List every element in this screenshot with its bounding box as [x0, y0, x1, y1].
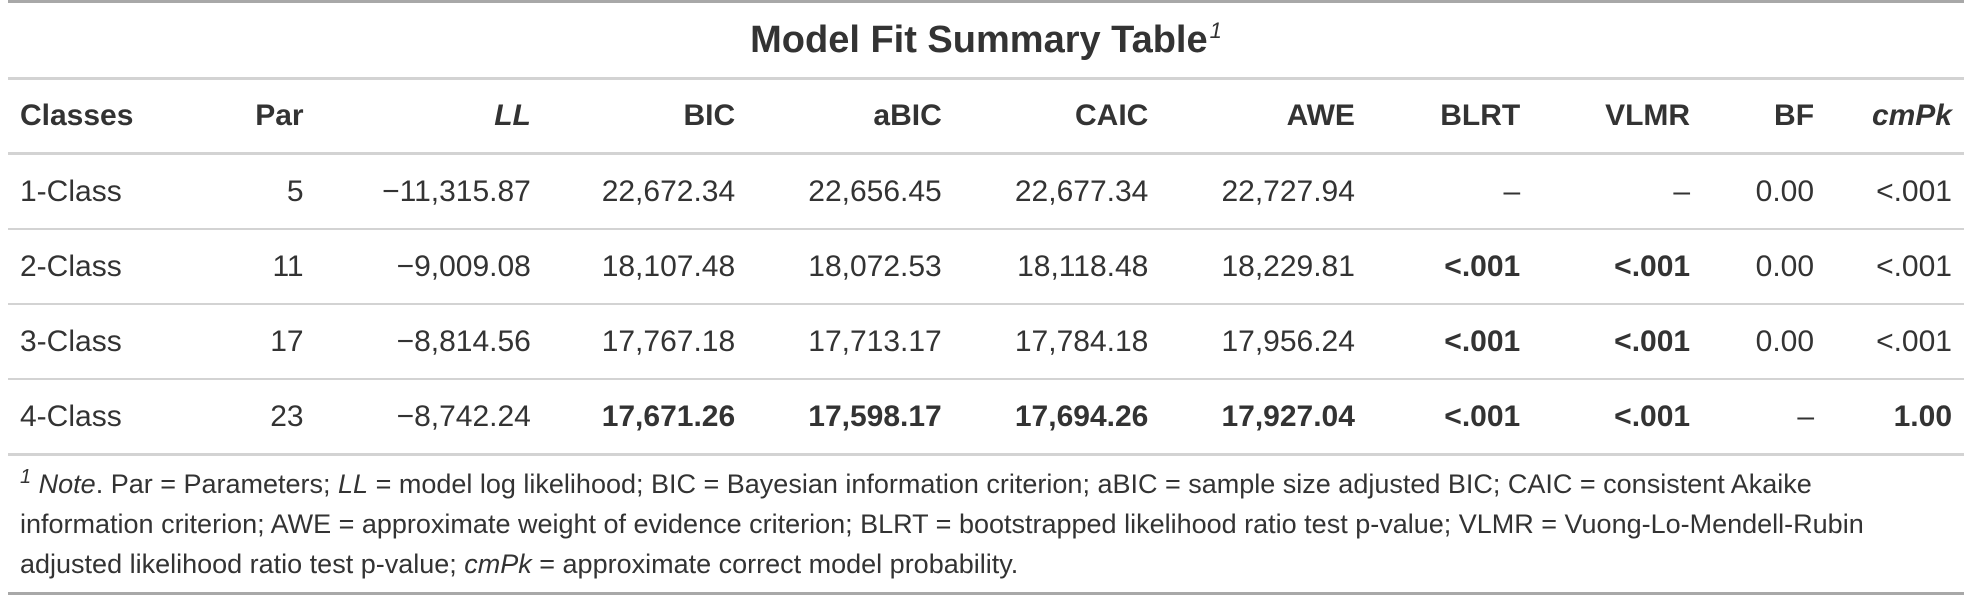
cell-blrt: –: [1366, 153, 1533, 230]
column-header-caic: CAIC: [953, 78, 1161, 155]
cell-cmpk: <.001: [1826, 304, 1964, 380]
cell-blrt: <.001: [1366, 379, 1533, 456]
table-title-text: Model Fit Summary Table: [750, 18, 1208, 61]
cell-bf: 0.00: [1702, 229, 1827, 305]
cell-vlmr: <.001: [1532, 304, 1703, 380]
cell-awe: 22,727.94: [1160, 153, 1367, 230]
cell-bf: 0.00: [1702, 153, 1827, 230]
cell-vlmr: <.001: [1532, 379, 1703, 456]
cell-ll: −8,814.56: [315, 304, 543, 380]
footnote-text: . Par = Parameters; LL = model log likel…: [20, 469, 1864, 579]
cell-blrt: <.001: [1366, 229, 1533, 305]
table-row: 3-Class 17 −8,814.56 17,767.18 17,713.17 17,7…: [8, 304, 1964, 380]
model-fit-table: Model Fit Summary Table1 Classes Par LL BIC…: [8, 0, 1964, 456]
cell-vlmr: <.001: [1532, 229, 1703, 305]
column-header-awe: AWE: [1160, 78, 1367, 155]
column-header-cmpk: cmPk: [1826, 78, 1964, 155]
cell-cmpk: 1.00: [1826, 379, 1964, 456]
cell-caic: 17,784.18: [953, 304, 1161, 380]
cell-vlmr: –: [1532, 153, 1703, 230]
cell-bf: 0.00: [1702, 304, 1827, 380]
table-row: 2-Class 11 −9,009.08 18,107.48 18,072.53 18,1…: [8, 229, 1964, 305]
footnote-mark: 1: [20, 466, 32, 488]
footnote-note-label: Note: [38, 469, 96, 499]
table-footnote: 1 Note. Par = Parameters; LL = model log…: [8, 456, 1964, 595]
column-header-row: Classes Par LL BIC aBIC CAIC AWE BLRT VLMR BF cmPk: [8, 78, 1964, 155]
column-header-abic: aBIC: [747, 78, 954, 155]
column-header-blrt: BLRT: [1366, 78, 1533, 155]
cell-awe: 17,956.24: [1160, 304, 1367, 380]
column-header-bf: BF: [1702, 78, 1827, 155]
cell-classes: 1-Class: [8, 153, 183, 230]
footnote-segment: = approximate correct model probability.: [531, 549, 1019, 579]
title-footnote-mark: 1: [1209, 17, 1222, 43]
column-header-classes: Classes: [8, 78, 183, 155]
cell-classes: 4-Class: [8, 379, 183, 456]
cell-bic: 18,107.48: [542, 229, 748, 305]
cell-par: 5: [182, 153, 316, 230]
cell-caic: 18,118.48: [953, 229, 1161, 305]
cell-caic: 22,677.34: [953, 153, 1161, 230]
cell-ll: −11,315.87: [315, 153, 543, 230]
column-header-vlmr: VLMR: [1532, 78, 1703, 155]
cell-awe: 17,927.04: [1160, 379, 1367, 456]
cell-abic: 17,713.17: [747, 304, 954, 380]
footnote-segment: . Par = Parameters;: [95, 469, 339, 499]
cell-ll: −9,009.08: [315, 229, 543, 305]
table-row: 4-Class 23 −8,742.24 17,671.26 17,598.17 17,6…: [8, 379, 1964, 456]
cell-abic: 18,072.53: [747, 229, 954, 305]
cell-par: 17: [182, 304, 316, 380]
column-header-bic: BIC: [542, 78, 748, 155]
column-header-par: Par: [182, 78, 316, 155]
cell-bf: –: [1702, 379, 1827, 456]
cell-awe: 18,229.81: [1160, 229, 1367, 305]
cell-par: 11: [182, 229, 316, 305]
table-title: Model Fit Summary Table1: [8, 0, 1964, 80]
cell-par: 23: [182, 379, 316, 456]
column-header-ll: LL: [315, 78, 543, 155]
cell-abic: 17,598.17: [747, 379, 954, 456]
cell-bic: 17,671.26: [542, 379, 748, 456]
cell-cmpk: <.001: [1826, 153, 1964, 230]
footnote-term: LL: [338, 469, 369, 499]
cell-classes: 3-Class: [8, 304, 183, 380]
cell-bic: 17,767.18: [542, 304, 748, 380]
footnote-term: cmPk: [464, 549, 532, 579]
model-fit-summary: Model Fit Summary Table1 Classes Par LL BIC…: [8, 0, 1964, 595]
cell-classes: 2-Class: [8, 229, 183, 305]
cell-cmpk: <.001: [1826, 229, 1964, 305]
cell-bic: 22,672.34: [542, 153, 748, 230]
cell-caic: 17,694.26: [953, 379, 1161, 456]
cell-ll: −8,742.24: [315, 379, 543, 456]
table-body: 1-Class 5 −11,315.87 22,672.34 22,656.45 22,6…: [8, 153, 1964, 456]
footnote-segment: = model log likelihood; BIC = Bayesian i…: [20, 469, 1864, 579]
table-row: 1-Class 5 −11,315.87 22,672.34 22,656.45 22,6…: [8, 153, 1964, 230]
cell-blrt: <.001: [1366, 304, 1533, 380]
cell-abic: 22,656.45: [747, 153, 954, 230]
